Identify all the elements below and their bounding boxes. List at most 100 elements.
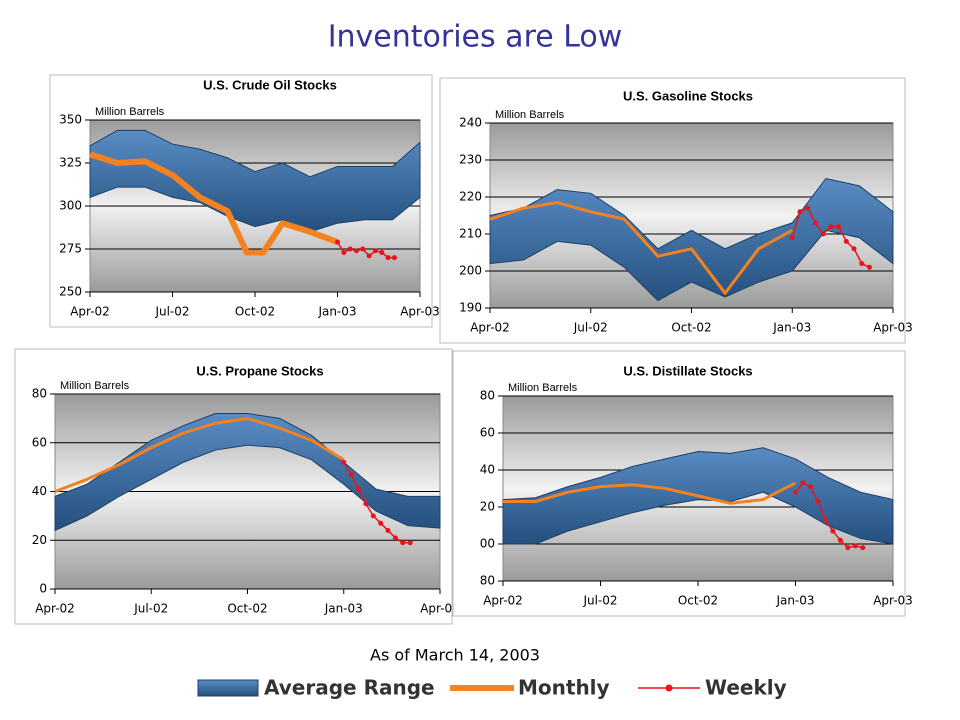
y-tick-label: 80 [480,389,495,403]
weekly-point [385,528,391,533]
x-tick-label: Jul-02 [133,602,168,616]
x-tick-label: Jan-03 [775,594,814,608]
x-tick-label: Oct-02 [671,321,711,335]
average-range-band [54,413,441,532]
x-tick-label: Jan-03 [317,305,356,319]
x-tick-label: Oct-02 [235,305,275,319]
chart-title: U.S. Distillate Stocks [623,363,752,378]
legend-label: Weekly [705,676,787,700]
y-tick-label: 350 [59,113,82,127]
weekly-line [794,482,863,549]
subtitle: As of March 14, 2003 [370,646,540,665]
weekly-point [859,261,865,267]
weekly-point [815,498,821,504]
chart-title: U.S. Gasoline Stocks [623,88,753,103]
y-tick-label: 275 [59,242,82,256]
y-tick-label: 60 [32,435,47,449]
y-tick-label: 210 [459,227,482,241]
x-tick-label: Apr-02 [70,305,110,319]
weekly-point [370,513,376,519]
weekly-point [851,246,857,252]
y-tick-label: 0 [39,582,47,596]
weekly-point [335,239,340,245]
weekly-point [341,249,347,255]
y-axis-label: Million Barrels [95,106,165,118]
y-tick-label: 60 [480,426,495,440]
weekly-point [805,205,811,211]
y-tick-label: 190 [459,301,482,315]
weekly-point [348,471,354,477]
weekly-point [837,537,843,543]
weekly-point [392,535,398,541]
legend-label: Average Range [264,676,435,700]
monthly-line [54,416,345,493]
x-tick-label: Apr-02 [35,602,75,616]
weekly-point [360,246,366,252]
chart-title: U.S. Propane Stocks [196,363,323,378]
weekly-point [385,255,391,261]
weekly-point [363,501,369,507]
weekly-point [812,220,818,226]
weekly-point [836,224,842,230]
y-axis-label: Million Barrels [495,109,565,121]
weekly-point [830,528,836,534]
x-tick-label: Oct-02 [678,594,718,608]
weekly-point [356,486,362,492]
x-tick-label: Jul-02 [573,321,608,335]
x-tick-label: Jul-02 [582,594,617,608]
y-tick-label: 80 [480,574,495,588]
weekly-point [860,545,866,551]
weekly-point [820,231,826,237]
x-tick-label: Apr-02 [470,321,510,335]
x-tick-label: Apr-02 [483,594,523,608]
weekly-point [828,224,834,230]
y-tick-label: 240 [459,116,482,130]
weekly-line [343,461,411,544]
x-tick-label: Jan-03 [324,602,363,616]
weekly-point [797,209,803,215]
weekly-point [379,249,385,255]
weekly-point [822,517,828,523]
x-tick-label: Apr-03 [420,602,460,616]
weekly-point [366,253,372,259]
y-tick-label: 200 [459,264,482,278]
weekly-point [807,484,813,490]
average-range-band [489,177,894,302]
x-tick-label: Oct-02 [227,602,267,616]
weekly-point [800,480,806,486]
y-tick-label: 300 [59,199,82,213]
weekly-point [378,520,384,526]
y-tick-label: 220 [459,190,482,204]
y-tick-label: 40 [32,484,47,498]
slide-title: Inventories are Low [328,20,623,55]
x-tick-label: Jan-03 [772,321,811,335]
weekly-point [845,545,851,551]
legend-label: Monthly [518,676,610,700]
weekly-point [353,248,359,254]
weekly-point [407,540,413,546]
legend-swatch-band [197,679,259,697]
weekly-point [347,246,353,252]
y-tick-label: 20 [480,500,495,514]
weekly-point [793,489,798,495]
y-tick-label: 80 [32,387,47,401]
y-tick-label: 325 [59,156,82,170]
y-tick-label: 250 [59,285,82,299]
y-tick-label: 40 [480,463,495,477]
weekly-point [852,543,858,549]
y-axis-label: Million Barrels [508,382,578,394]
weekly-point [341,459,347,465]
weekly-point [789,235,795,241]
legend-swatch-point [665,684,673,692]
weekly-line [336,241,395,259]
weekly-point [391,255,397,261]
x-tick-label: Apr-03 [400,305,440,319]
x-tick-label: Apr-03 [873,594,913,608]
y-tick-label: 00 [480,537,495,551]
x-tick-label: Apr-03 [873,321,913,335]
monthly-line [489,201,793,295]
weekly-point [372,248,378,254]
y-axis-label: Million Barrels [60,380,130,392]
average-range-band [89,129,421,233]
